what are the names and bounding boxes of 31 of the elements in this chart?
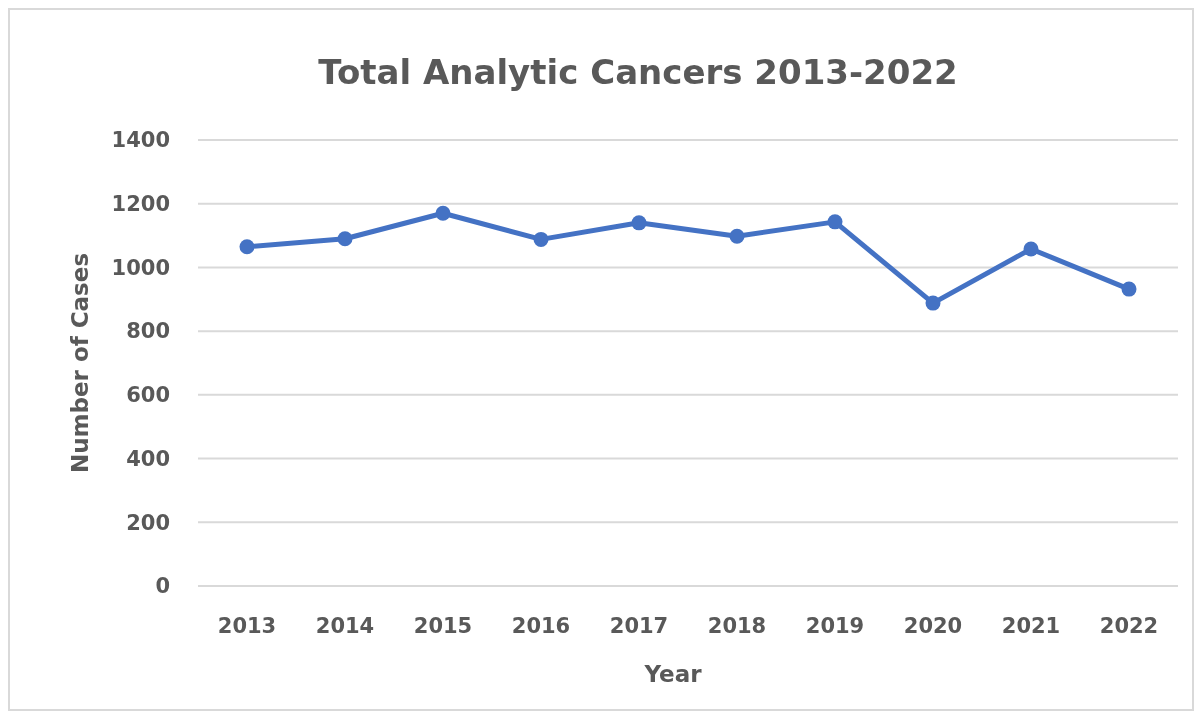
point [1121, 281, 1137, 297]
chart-title: Total Analytic Cancers 2013-2022 [318, 52, 958, 92]
point [239, 239, 255, 255]
x-tick-label: 2016 [511, 614, 571, 638]
x-tick-label: 2020 [903, 614, 963, 638]
x-tick-label: 2018 [707, 614, 767, 638]
y-tick-label: 1400 [111, 128, 170, 153]
y-tick-label: 0 [155, 574, 170, 599]
point [631, 215, 647, 231]
y-axis-title: Number of Cases [67, 252, 93, 474]
y-tick-label: 400 [126, 446, 170, 471]
point [435, 205, 451, 221]
point [729, 228, 745, 244]
x-tick-label: 2014 [315, 614, 375, 638]
point [827, 214, 843, 230]
point [337, 231, 353, 247]
x-tick-label: 2017 [609, 614, 669, 638]
x-tick-label: 2022 [1099, 614, 1159, 638]
point [1023, 241, 1039, 257]
y-tick-label: 800 [126, 319, 170, 344]
y-tick-label: 1200 [111, 192, 170, 217]
point [925, 295, 941, 311]
x-tick-label: 2015 [413, 614, 473, 638]
x-tick-label: 2021 [1001, 614, 1061, 638]
x-tick-label: 2019 [805, 614, 865, 638]
point [533, 231, 549, 247]
y-tick-label: 1000 [111, 255, 170, 280]
y-tick-label: 600 [126, 383, 170, 408]
y-tick-label: 200 [126, 510, 170, 535]
x-tick-label: 2013 [217, 614, 277, 638]
x-axis-title: Year [643, 661, 703, 687]
